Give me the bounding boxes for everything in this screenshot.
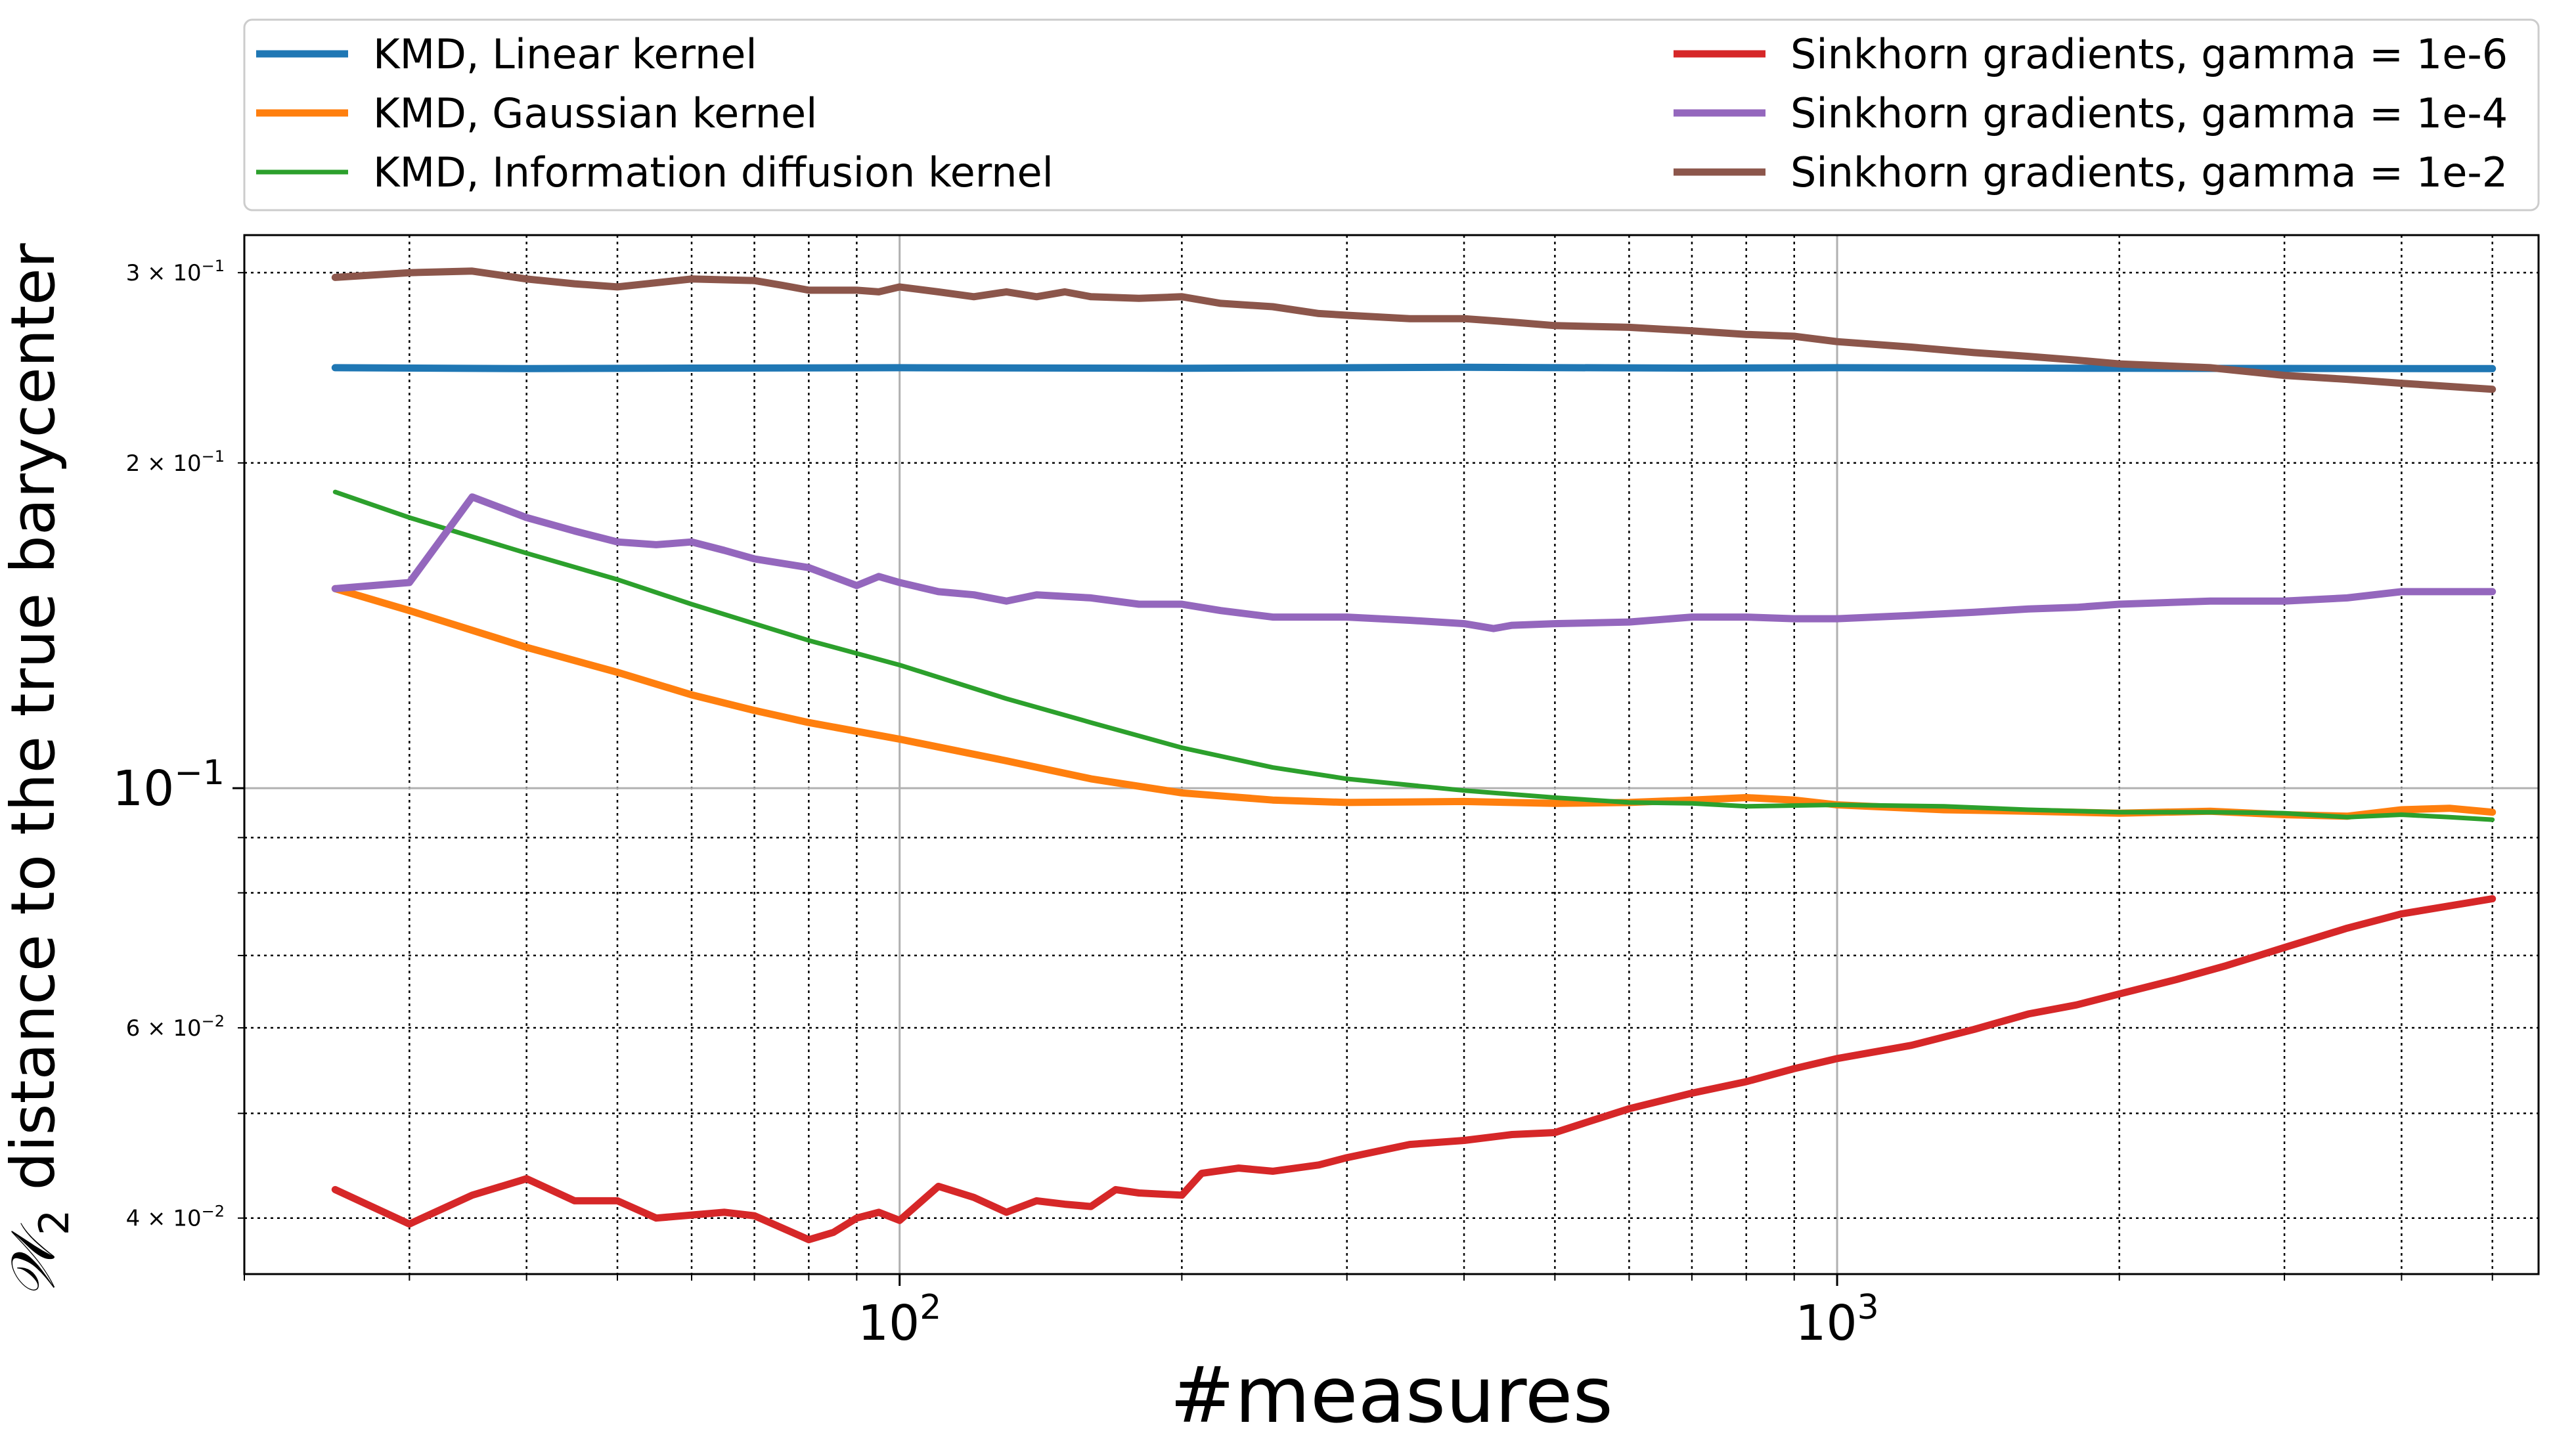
y-tick-base: 6 × 10 [126,1015,202,1042]
axis-labels: #measures 𝒲2 distance to the true baryce… [0,243,1613,1440]
y-tick-label: 6 × 10−2 [126,1012,225,1042]
y-tick-base: 2 × 10 [126,451,202,477]
plot-frame [243,234,2540,1275]
y-tick-exponent: −2 [202,1012,225,1030]
legend-label-3: KMD, Information diffusion kernel [373,148,1054,196]
x-tick-label: 102 [858,1288,941,1352]
y-tick-label: 2 × 10−1 [126,447,225,477]
y-axis-label: 𝒲2 distance to the true barycenter [0,243,78,1298]
legend: KMD, Linear kernel KMD, Gaussian kernel KM… [243,18,2540,211]
y-tick-exponent: −1 [202,257,225,275]
y-tick-label: 3 × 10−1 [126,257,225,286]
y-axis-label-subscript: 2 [30,1210,78,1235]
series-line-3 [332,489,2495,822]
legend-label-5: Sinkhorn gradients, gamma = 1e-4 [1790,89,2508,137]
y-tick-label: 4 × 10−2 [126,1202,225,1232]
legend-label-1: KMD, Linear kernel [373,30,757,78]
legend-label-6: Sinkhorn gradients, gamma = 1e-2 [1790,148,2508,196]
y-tick-exponent: −1 [174,753,225,793]
x-tick-base: 10 [858,1295,920,1352]
legend-label-4: Sinkhorn gradients, gamma = 1e-6 [1790,30,2508,78]
x-tick-exponent: 2 [920,1288,941,1327]
series-line-5 [331,493,2497,632]
y-tick-label: 10−1 [112,753,225,817]
y-tick-exponent: −1 [202,447,225,466]
legend-box [243,18,2540,211]
y-tick-base: 10 [112,761,174,817]
y-tick-base: 3 × 10 [126,260,202,286]
series-lines [331,267,2497,1244]
grid-lines [243,235,2539,1274]
series-line-4 [331,895,2497,1244]
y-tick-base: 4 × 10 [126,1206,202,1232]
y-tick-exponent: −2 [202,1202,225,1221]
legend-label-2: KMD, Gaussian kernel [373,89,817,137]
x-tick-exponent: 3 [1857,1288,1879,1327]
series-line-6 [331,267,2497,393]
x-axis-label: #measures [1170,1350,1613,1440]
y-axis-label-text: distance to the true barycenter [0,243,68,1209]
x-tick-base: 10 [1795,1295,1857,1352]
x-tick-label: 103 [1795,1288,1878,1352]
